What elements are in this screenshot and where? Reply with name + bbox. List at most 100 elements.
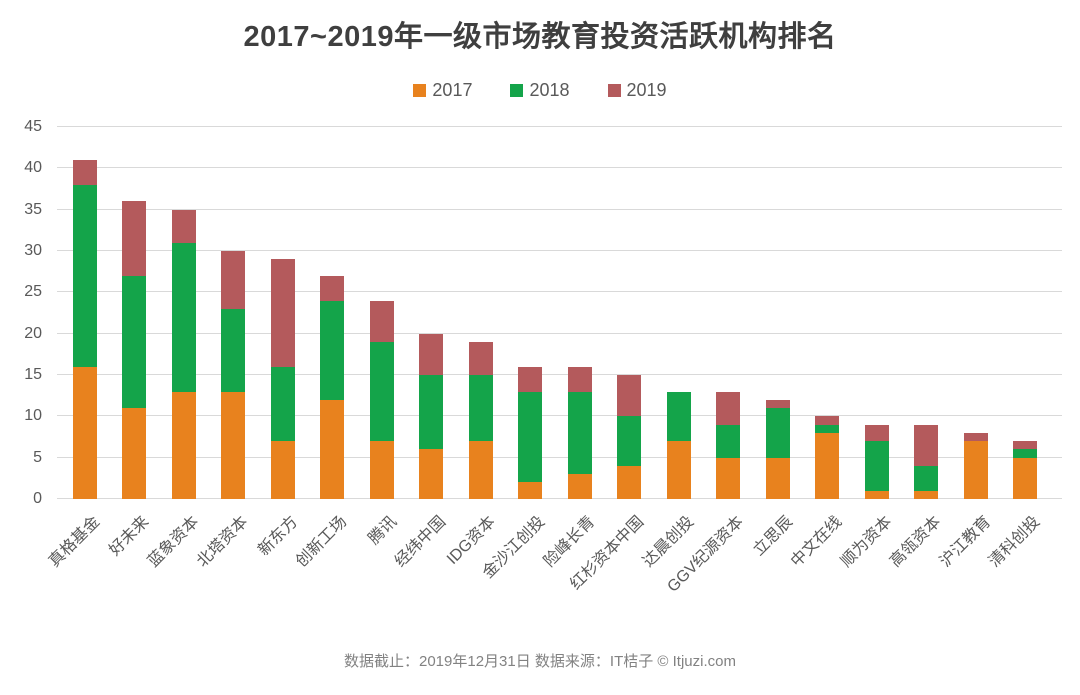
x-axis-tick-label: 真格基金 bbox=[45, 513, 104, 571]
bar-segment-2017 bbox=[1013, 457, 1038, 499]
gridline bbox=[57, 415, 1062, 417]
stacked-bar bbox=[914, 424, 939, 499]
stacked-bar bbox=[221, 251, 246, 499]
stacked-bar bbox=[815, 416, 840, 499]
bar-segment-2017 bbox=[864, 490, 889, 499]
chart-title: 2017~2019年一级市场教育投资活跃机构排名 bbox=[243, 21, 837, 53]
bar-segment-2018 bbox=[864, 441, 889, 491]
bar-segment-2018 bbox=[1013, 449, 1038, 458]
y-axis-tick-label: 0 bbox=[33, 490, 42, 507]
legend-label-2019: 2019 bbox=[626, 80, 667, 100]
bar-segment-2018 bbox=[914, 465, 939, 491]
y-axis-tick-label: 35 bbox=[24, 200, 42, 218]
bar-segment-2017 bbox=[617, 465, 642, 499]
stacked-bar bbox=[765, 399, 790, 499]
bar-segment-2017 bbox=[468, 441, 493, 499]
bar-segment-2017 bbox=[320, 399, 345, 499]
stacked-bar bbox=[369, 300, 394, 499]
bar-segment-2017 bbox=[567, 474, 592, 499]
legend-label-2018: 2018 bbox=[529, 80, 570, 100]
bar-segment-2019 bbox=[419, 333, 444, 376]
bar-segment-2017 bbox=[914, 490, 939, 499]
bar-segment-2019 bbox=[468, 341, 493, 376]
x-axis-tick-label: 顺为资本 bbox=[837, 513, 896, 571]
bar-segment-2017 bbox=[171, 391, 196, 499]
bar-segment-2019 bbox=[221, 251, 246, 309]
bar-segment-2018 bbox=[270, 366, 295, 442]
legend-item-2018: 2018 bbox=[510, 80, 570, 101]
bar-segment-2017 bbox=[765, 457, 790, 499]
bar-segment-2018 bbox=[72, 184, 97, 367]
x-axis-tick-label: 清科创投 bbox=[986, 513, 1044, 571]
bar-segment-2018 bbox=[171, 242, 196, 392]
bar-segment-2017 bbox=[666, 441, 691, 499]
x-axis-tick-label: 蓝象资本 bbox=[144, 513, 203, 571]
stacked-bar bbox=[270, 259, 295, 499]
stacked-bar bbox=[617, 375, 642, 499]
bar-segment-2018 bbox=[468, 375, 493, 442]
y-axis-tick-label: 10 bbox=[24, 407, 42, 425]
bar-segment-2019 bbox=[914, 424, 939, 466]
bar-segment-2018 bbox=[369, 341, 394, 442]
y-axis-tick-label: 20 bbox=[24, 324, 42, 342]
bar-segment-2017 bbox=[72, 366, 97, 499]
stacked-bar bbox=[518, 366, 543, 499]
y-axis-tick-label: 45 bbox=[24, 118, 42, 135]
gridline bbox=[57, 167, 1062, 169]
bar-segment-2017 bbox=[270, 441, 295, 499]
bar-segment-2017 bbox=[419, 449, 444, 499]
bar-segment-2019 bbox=[72, 160, 97, 185]
chart-legend: 2017 2018 2019 bbox=[0, 80, 1080, 101]
legend-label-2017: 2017 bbox=[432, 80, 473, 100]
bar-segment-2018 bbox=[666, 391, 691, 442]
bar-segment-2018 bbox=[518, 391, 543, 483]
x-axis-tick-label: 腾讯 bbox=[365, 513, 401, 548]
stacked-bar bbox=[716, 391, 741, 499]
stacked-bar bbox=[1013, 441, 1038, 499]
gridline bbox=[57, 250, 1062, 251]
x-axis-tick-label: 沪江教育 bbox=[936, 513, 995, 571]
bar-segment-2019 bbox=[270, 259, 295, 367]
footer-note: 数据截止：2019年12月31日 数据来源：IT桔子 © Itjuzi.com bbox=[344, 653, 736, 670]
plot-area bbox=[57, 126, 1062, 499]
y-axis-tick-label: 30 bbox=[24, 242, 42, 259]
bar-segment-2019 bbox=[617, 375, 642, 417]
bar-segment-2018 bbox=[765, 408, 790, 458]
bar-segment-2019 bbox=[320, 275, 345, 301]
bar-segment-2017 bbox=[963, 441, 988, 499]
bar-segment-2019 bbox=[864, 424, 889, 442]
bar-segment-2019 bbox=[1013, 441, 1038, 450]
bar-segment-2019 bbox=[518, 366, 543, 392]
x-axis-tick-label: 创新工场 bbox=[293, 513, 351, 571]
stacked-bar bbox=[419, 333, 444, 499]
bar-segment-2017 bbox=[518, 482, 543, 499]
bar-segment-2017 bbox=[716, 457, 741, 499]
gridline bbox=[57, 208, 1062, 210]
bar-segment-2018 bbox=[716, 424, 741, 458]
bar-segment-2017 bbox=[122, 408, 147, 499]
y-axis: 0 5 10 15 20 25 30 35 40 45 bbox=[0, 118, 48, 507]
bar-segment-2019 bbox=[765, 399, 790, 409]
bar-segment-2019 bbox=[567, 366, 592, 392]
gridline bbox=[57, 332, 1062, 334]
bar-segment-2018 bbox=[815, 424, 840, 433]
gridline bbox=[57, 291, 1062, 293]
gridline bbox=[57, 498, 1062, 499]
legend-swatch-2018-icon bbox=[510, 84, 524, 97]
bar-segment-2018 bbox=[617, 416, 642, 466]
bar-segment-2018 bbox=[122, 275, 147, 409]
stacked-bar bbox=[567, 366, 592, 499]
stacked-bar bbox=[320, 275, 345, 499]
stacked-bar bbox=[122, 201, 147, 499]
bar-segment-2017 bbox=[221, 391, 246, 499]
y-axis-tick-label: 40 bbox=[24, 159, 42, 177]
bar-segment-2018 bbox=[419, 375, 444, 450]
y-axis-tick-label: 25 bbox=[24, 283, 42, 301]
stacked-bar bbox=[171, 209, 196, 499]
bar-segment-2017 bbox=[815, 432, 840, 499]
gridline bbox=[57, 456, 1062, 458]
y-axis-tick-label: 15 bbox=[24, 366, 42, 383]
x-axis-tick-label: 高瓴资本 bbox=[887, 513, 945, 571]
bar-segment-2018 bbox=[567, 391, 592, 475]
